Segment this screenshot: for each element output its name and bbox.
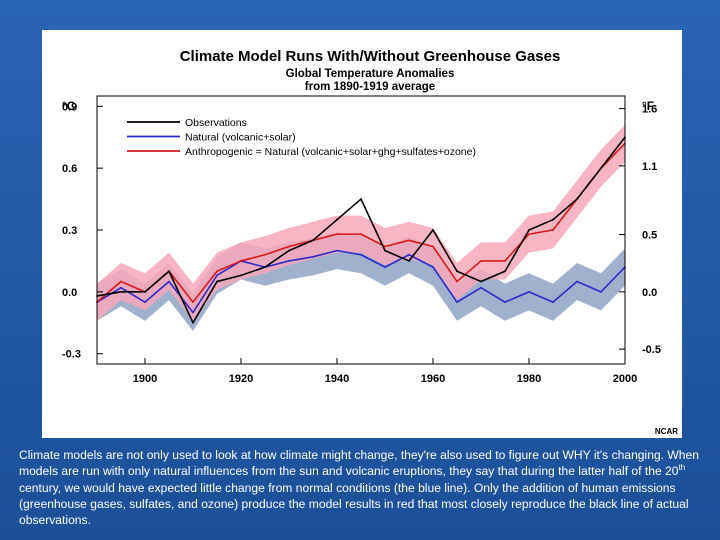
point-series-2 <box>552 229 554 231</box>
series-lines <box>96 136 626 324</box>
y-axis-right-unit: °F <box>642 99 654 113</box>
point-series-1 <box>360 253 362 256</box>
chart-subtitle-line2: from 1890-1919 average <box>305 81 435 93</box>
point-series-2 <box>504 260 506 262</box>
y-right-tick-label: 0.0 <box>642 287 657 299</box>
y-left-tick-label: 0.6 <box>62 163 77 175</box>
point-series-1 <box>576 280 578 283</box>
point-series-1 <box>144 301 146 304</box>
point-series-0 <box>120 290 122 293</box>
point-series-2 <box>480 260 482 262</box>
y-left-tick-label: 0.0 <box>62 287 77 299</box>
point-series-1 <box>504 301 506 304</box>
point-series-2 <box>120 280 122 283</box>
point-series-1 <box>408 253 410 256</box>
point-series-1 <box>528 290 530 293</box>
point-series-2 <box>264 253 266 256</box>
point-series-1 <box>120 286 122 289</box>
point-series-2 <box>240 260 242 262</box>
caption-superscript: th <box>678 463 686 473</box>
y-right-tick-label: 0.5 <box>642 230 657 242</box>
band-series-2 <box>97 124 625 321</box>
y-right-tick-label: 1.1 <box>642 161 657 173</box>
point-series-0 <box>144 290 146 293</box>
point-series-1 <box>192 311 194 314</box>
point-series-2 <box>288 245 290 248</box>
point-series-0 <box>504 270 506 273</box>
y-left-tick-label: -0.3 <box>62 349 81 361</box>
legend-label: Observations <box>185 117 247 129</box>
caption-text: Climate models are not only used to look… <box>19 447 709 528</box>
point-series-0 <box>576 198 578 200</box>
point-series-0 <box>312 239 314 242</box>
point-series-1 <box>456 301 458 304</box>
point-series-0 <box>216 280 218 283</box>
point-series-0 <box>408 260 410 262</box>
y-left-tick-label: 0.9 <box>62 101 77 113</box>
ncar-credit: NCAR <box>655 427 678 436</box>
x-tick-label: 1940 <box>325 373 349 385</box>
x-tick-label: 1960 <box>421 373 445 385</box>
point-series-0 <box>456 270 458 273</box>
point-series-0 <box>192 321 194 324</box>
point-series-1 <box>168 280 170 283</box>
point-series-0 <box>480 280 482 283</box>
point-series-2 <box>384 245 386 248</box>
uncertainty-bands <box>97 124 625 332</box>
point-series-2 <box>528 233 530 236</box>
temperature-chart: Climate Model Runs With/Without Greenhou… <box>62 48 678 436</box>
point-series-0 <box>168 270 170 273</box>
caption-part1: Climate models are not only used to look… <box>19 448 699 479</box>
point-series-0 <box>432 229 434 231</box>
point-series-1 <box>336 249 338 252</box>
point-series-1 <box>312 255 314 258</box>
point-series-0 <box>288 249 290 252</box>
x-tick-label: 1980 <box>517 373 541 385</box>
chart-subtitle-line1: Global Temperature Anomalies <box>286 68 455 80</box>
point-series-2 <box>192 301 194 304</box>
x-tick-label: 1900 <box>133 373 157 385</box>
chart-title: Climate Model Runs With/Without Greenhou… <box>180 48 561 65</box>
point-series-0 <box>360 198 362 200</box>
legend-label: Anthropogenic = Natural (volcanic+solar+… <box>185 146 476 158</box>
point-series-1 <box>384 266 386 269</box>
point-series-2 <box>336 233 338 236</box>
point-series-1 <box>216 274 218 277</box>
point-series-2 <box>216 270 218 273</box>
point-series-2 <box>408 239 410 242</box>
x-tick-label: 1920 <box>229 373 253 385</box>
point-series-0 <box>528 229 530 231</box>
point-series-2 <box>360 233 362 236</box>
y-left-tick-label: 0.3 <box>62 225 77 237</box>
point-series-0 <box>240 274 242 277</box>
point-series-1 <box>552 301 554 304</box>
y-right-tick-label: 1.6 <box>642 104 657 116</box>
legend-label: Natural (volcanic+solar) <box>185 132 296 144</box>
point-series-1 <box>480 286 482 289</box>
point-series-0 <box>552 218 554 221</box>
point-series-1 <box>432 266 434 269</box>
point-series-0 <box>384 249 386 252</box>
point-series-0 <box>600 167 602 170</box>
figure-panel: Climate Model Runs With/Without Greenhou… <box>42 30 682 438</box>
caption-part2: century, we would have expected little c… <box>19 480 689 528</box>
point-series-2 <box>456 280 458 283</box>
point-series-2 <box>432 245 434 248</box>
y-right-tick-label: -0.5 <box>642 344 661 356</box>
legend: Observations Natural (volcanic+solar) Anth… <box>127 117 476 158</box>
point-series-1 <box>600 290 602 293</box>
y-axis-left-unit: °C <box>62 99 76 113</box>
x-tick-label: 2000 <box>613 373 637 385</box>
point-series-1 <box>288 260 290 262</box>
point-series-0 <box>264 266 266 269</box>
point-series-0 <box>336 218 338 221</box>
axis-ticks: 1900 1920 1940 1960 1980 2000 -0.3 0.0 0.3 0.6 0.9… <box>62 101 661 385</box>
